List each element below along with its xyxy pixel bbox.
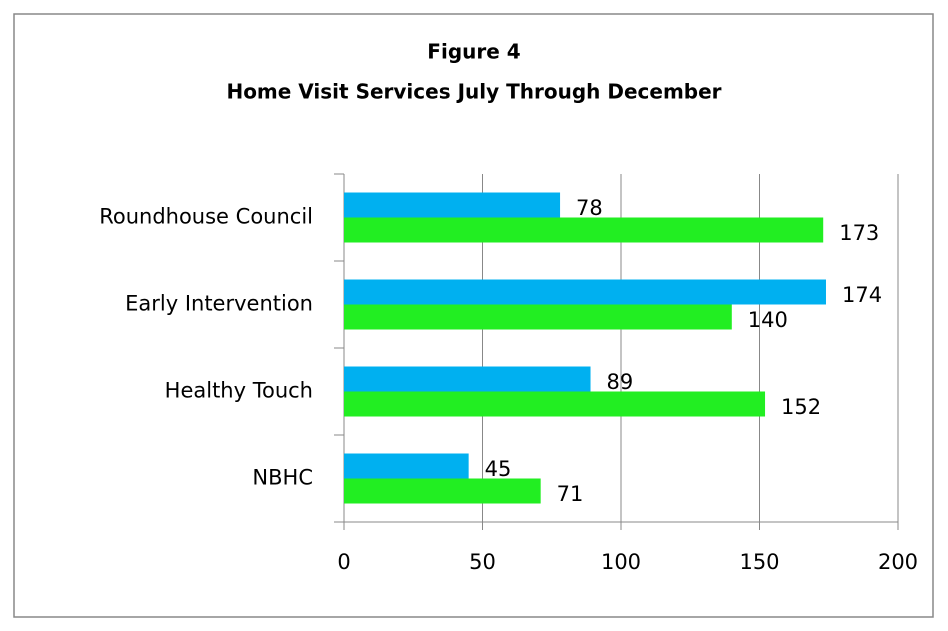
x-tick-label: 0 bbox=[337, 550, 350, 574]
data-label: 152 bbox=[781, 395, 821, 419]
bar bbox=[344, 279, 826, 305]
data-label: 71 bbox=[557, 482, 584, 506]
bar bbox=[344, 304, 732, 330]
data-label: 140 bbox=[748, 308, 788, 332]
y-tick-label: Roundhouse Council bbox=[99, 205, 313, 229]
bar bbox=[344, 366, 591, 392]
y-tick-label: NBHC bbox=[252, 466, 313, 490]
data-label: 45 bbox=[485, 457, 512, 481]
y-tick-label: Healthy Touch bbox=[165, 379, 313, 403]
bar bbox=[344, 217, 824, 243]
bar bbox=[344, 453, 469, 479]
y-tick-label: Early Intervention bbox=[125, 292, 313, 316]
bar bbox=[344, 192, 561, 218]
bar bbox=[344, 478, 541, 504]
data-label: 173 bbox=[839, 221, 879, 245]
data-label: 89 bbox=[607, 370, 634, 394]
x-tick-label: 200 bbox=[878, 550, 918, 574]
x-tick-label: 150 bbox=[739, 550, 779, 574]
x-tick-label: 50 bbox=[469, 550, 496, 574]
data-label: 78 bbox=[576, 196, 603, 220]
data-label: 174 bbox=[842, 283, 882, 307]
chart-title: Figure 4 bbox=[427, 40, 520, 64]
bar bbox=[344, 391, 766, 417]
chart-subtitle: Home Visit Services July Through Decembe… bbox=[226, 80, 721, 104]
x-tick-label: 100 bbox=[601, 550, 641, 574]
